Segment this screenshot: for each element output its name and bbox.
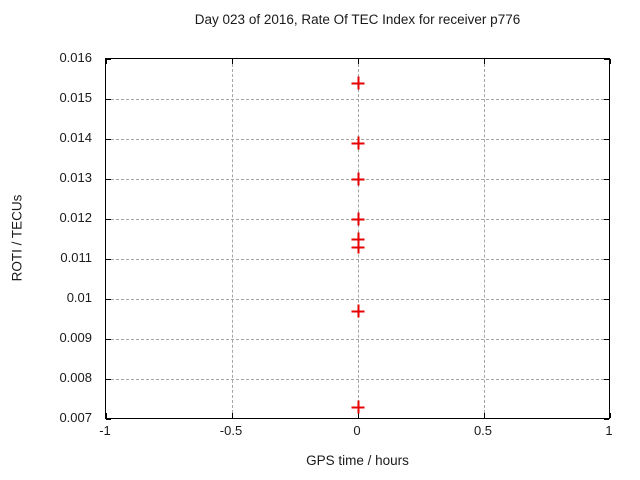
y-tick-label: 0.011 <box>60 250 92 265</box>
y-tick-label: 0.008 <box>59 370 92 385</box>
y-tick-mark <box>604 419 609 420</box>
x-tick-label: 1 <box>605 423 613 438</box>
y-tick-mark <box>604 259 609 260</box>
chart-title: Day 023 of 2016, Rate Of TEC Index for r… <box>194 12 521 27</box>
x-gridline <box>484 59 485 418</box>
y-tick-label: 0.013 <box>59 170 92 185</box>
y-tick-label: 0.015 <box>59 90 92 105</box>
y-gridline <box>106 379 609 380</box>
y-tick-label: 0.009 <box>59 330 92 345</box>
data-point-marker <box>351 240 365 254</box>
y-tick-label: 0.016 <box>59 50 92 65</box>
plot-area <box>105 58 611 420</box>
y-gridline <box>106 299 609 300</box>
y-tick-mark <box>604 299 609 300</box>
y-tick-mark <box>604 139 609 140</box>
y-tick-mark <box>106 99 111 100</box>
x-tick-label: 0.5 <box>473 423 493 438</box>
y-tick-mark <box>604 379 609 380</box>
x-tick-mark <box>106 59 107 64</box>
y-tick-mark <box>106 379 111 380</box>
x-tick-mark <box>484 413 485 418</box>
y-tick-mark <box>106 419 111 420</box>
x-tick-label: 0 <box>353 423 361 438</box>
y-gridline <box>106 99 609 100</box>
x-tick-mark <box>610 59 611 64</box>
y-tick-mark <box>106 139 111 140</box>
x-tick-label: -0.5 <box>219 423 243 438</box>
x-tick-mark <box>484 59 485 64</box>
x-tick-label: -1 <box>99 423 111 438</box>
data-point-marker <box>351 304 365 318</box>
y-tick-mark <box>604 99 609 100</box>
y-tick-mark <box>106 59 111 60</box>
y-axis-label: ROTI / TECUs <box>9 194 25 282</box>
y-tick-mark <box>106 219 111 220</box>
x-tick-mark <box>232 59 233 64</box>
x-gridline <box>232 59 233 418</box>
data-point-marker <box>351 400 365 414</box>
y-tick-mark <box>604 179 609 180</box>
x-tick-mark <box>232 413 233 418</box>
data-point-marker <box>351 232 365 246</box>
y-tick-mark <box>604 219 609 220</box>
data-point-marker <box>351 76 365 90</box>
y-gridline <box>106 339 609 340</box>
y-tick-label: 0.012 <box>59 210 92 225</box>
y-tick-mark <box>106 259 111 260</box>
y-tick-label: 0.01 <box>66 290 92 305</box>
y-tick-mark <box>106 339 111 340</box>
data-point-marker <box>351 172 365 186</box>
y-tick-mark <box>604 339 609 340</box>
y-gridline <box>106 259 609 260</box>
x-axis-label: GPS time / hours <box>306 453 409 468</box>
x-tick-mark <box>610 413 611 418</box>
y-tick-mark <box>604 59 609 60</box>
x-tick-mark <box>358 59 359 64</box>
y-tick-mark <box>106 299 111 300</box>
data-point-marker <box>351 136 365 150</box>
x-tick-mark <box>106 413 107 418</box>
y-tick-mark <box>106 179 111 180</box>
y-tick-label: 0.014 <box>59 130 92 145</box>
data-point-marker <box>351 212 365 226</box>
x-tick-mark <box>358 413 359 418</box>
y-tick-label: 0.007 <box>59 410 92 425</box>
